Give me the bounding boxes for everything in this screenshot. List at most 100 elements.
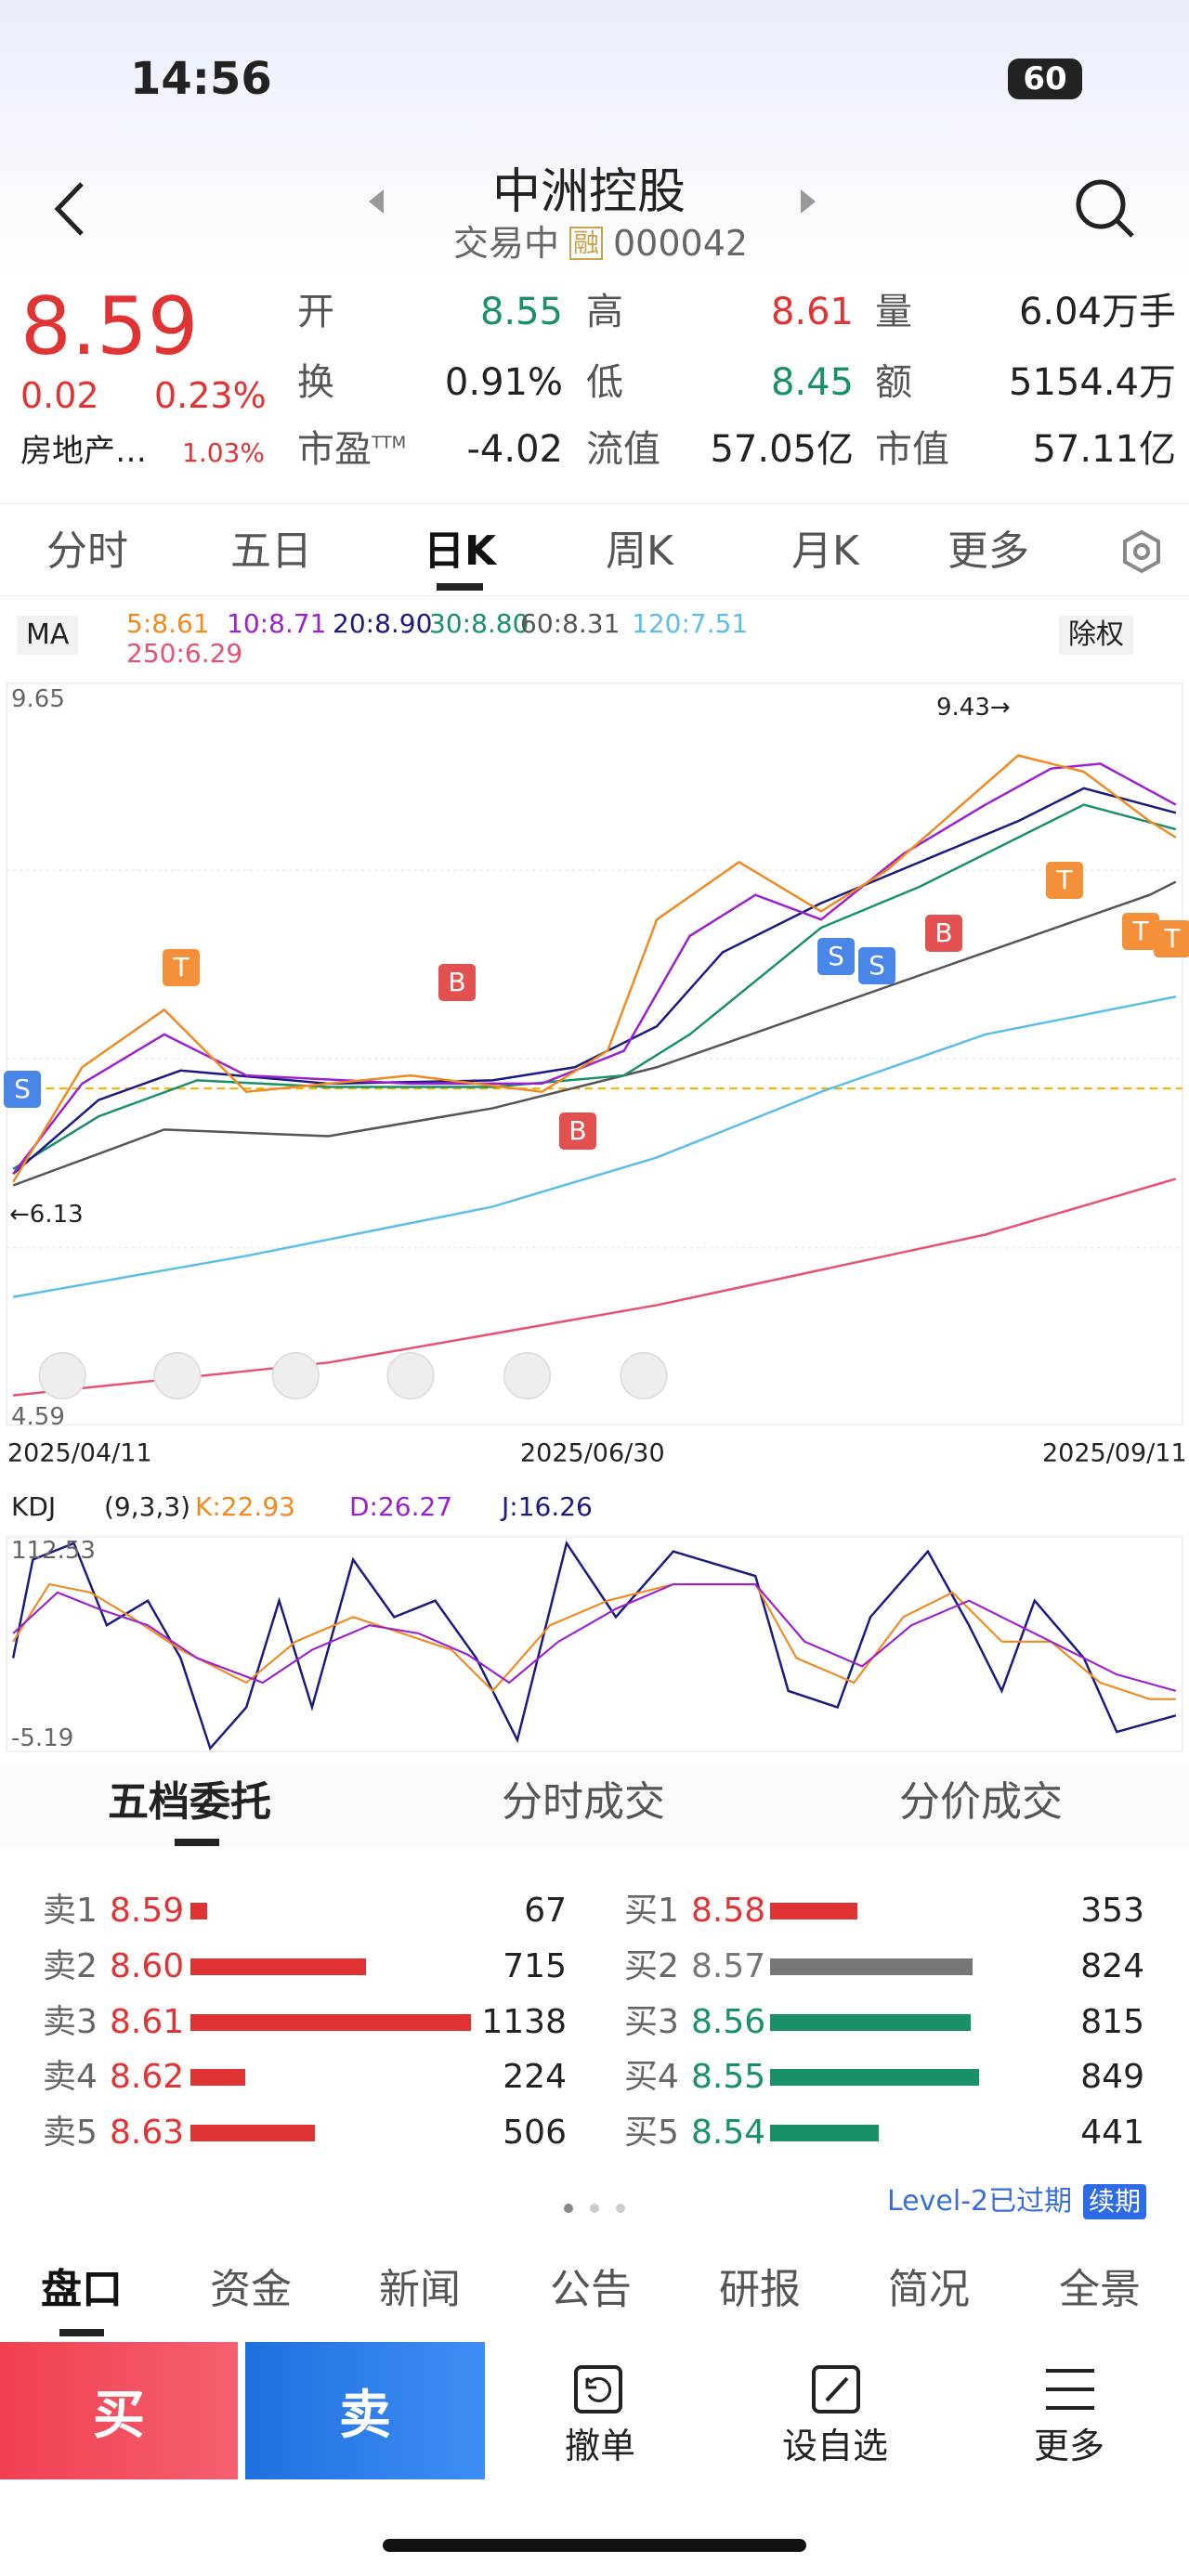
kdj-chart	[6, 1535, 1183, 1753]
stat-value: 57.11亿	[1032, 428, 1176, 471]
stat-value: 6.04万手	[1018, 291, 1176, 333]
ob-volume: 224	[503, 2058, 567, 2096]
ob-volume: 815	[1080, 2003, 1144, 2041]
volume-bar	[770, 2125, 879, 2141]
tab[interactable]: 周K	[606, 527, 673, 575]
tab-indicator	[437, 583, 483, 591]
ob-label: 卖3	[43, 2003, 98, 2041]
signal-marker: T	[1154, 920, 1189, 957]
ob-price: 8.61	[110, 2003, 185, 2041]
ob-volume: 441	[1080, 2114, 1144, 2152]
date-mid: 2025/06/30	[520, 1438, 665, 1468]
ob-price: 8.57	[691, 1947, 766, 1985]
back-icon[interactable]	[46, 176, 93, 241]
sell-button[interactable]: 卖	[245, 2342, 485, 2479]
ob-volume: 506	[503, 2114, 567, 2152]
bottom-tab[interactable]: 全景	[1059, 2266, 1141, 2313]
kdj-k: K:22.93	[195, 1491, 295, 1522]
ob-label: 买4	[624, 2058, 679, 2096]
search-icon[interactable]	[1073, 176, 1138, 241]
ob-price: 8.55	[691, 2058, 766, 2096]
tab[interactable]: 月K	[791, 527, 859, 575]
kline-chart	[6, 682, 1183, 1426]
stat-value: -4.02	[466, 428, 564, 471]
volume-bar	[770, 1958, 973, 1975]
ob-price: 8.60	[110, 1947, 185, 1985]
adjust[interactable]: 除权	[1059, 616, 1133, 655]
tab[interactable]: 分时	[46, 527, 128, 575]
ob-tab[interactable]: 分价成交	[899, 1778, 1063, 1826]
ob-volume: 715	[503, 1947, 567, 1985]
date-start: 2025/04/11	[7, 1438, 152, 1468]
header-bg	[0, 0, 1189, 279]
price: 8.59	[20, 280, 199, 373]
cancel-order[interactable]: 撤单	[565, 2426, 636, 2466]
signal-marker: B	[438, 964, 476, 1001]
more[interactable]: 更多	[1034, 2426, 1105, 2466]
ma-item: 10:8.71	[227, 608, 327, 639]
bottom-tab[interactable]: 简况	[888, 2266, 970, 2313]
btab-indicator	[59, 2329, 104, 2336]
stat-value: 57.05亿	[710, 428, 854, 471]
stat-label: 开	[297, 291, 334, 333]
ob-tab[interactable]: 分时成交	[502, 1778, 665, 1826]
settings-icon[interactable]	[1119, 529, 1164, 574]
axis-bottom: 4.59	[11, 1403, 65, 1431]
tab-bar	[0, 503, 1189, 596]
level2: Level-2已过期	[887, 2185, 1073, 2218]
ma-item: 30:8.80	[429, 608, 529, 639]
ob-price: 8.58	[691, 1892, 766, 1930]
kdj-name[interactable]: KDJ	[11, 1491, 57, 1522]
ob-label: 买1	[624, 1892, 679, 1930]
bottom-tab[interactable]: 公告	[550, 2266, 632, 2313]
ob-label: 买5	[624, 2114, 679, 2152]
volume-bar	[190, 2125, 316, 2141]
more-icon	[1046, 2369, 1094, 2410]
axis-top: 9.65	[11, 685, 65, 713]
ob-label: 卖1	[43, 1892, 98, 1930]
ob-price: 8.56	[691, 2003, 766, 2041]
indicator[interactable]: MA	[17, 616, 79, 655]
volume-bar	[190, 1958, 367, 1975]
signal-marker: T	[1122, 913, 1159, 950]
volume-bar	[190, 2069, 246, 2086]
tab[interactable]: 五日	[230, 527, 312, 575]
bottom-tab[interactable]: 盘口	[41, 2266, 123, 2313]
home-indicator	[383, 2539, 806, 2552]
stat-value: 8.61	[770, 291, 854, 333]
stat-label: 市值	[875, 428, 949, 471]
kdj-d: D:26.27	[349, 1491, 453, 1522]
date-end: 2025/09/11	[1042, 1438, 1187, 1468]
ob-volume: 824	[1080, 1947, 1144, 1985]
bottom-tab[interactable]: 研报	[719, 2266, 801, 2313]
stat-label: 低	[586, 361, 623, 404]
code: 000042	[613, 223, 749, 264]
bottom-tab[interactable]: 资金	[210, 2266, 292, 2313]
prev-icon[interactable]	[367, 188, 385, 215]
watch-icon	[812, 2365, 860, 2413]
stat-value: 0.91%	[444, 361, 563, 404]
stat-value: 8.55	[479, 291, 563, 333]
kdj-top: 112.53	[11, 1537, 96, 1565]
stat-label: 换	[297, 361, 334, 404]
ob-price: 8.63	[110, 2114, 185, 2152]
ob-indicator	[175, 1839, 219, 1846]
renew[interactable]: 续期	[1083, 2184, 1147, 2219]
add-watch[interactable]: 设自选	[782, 2426, 889, 2466]
tab[interactable]: 日K	[424, 527, 497, 575]
tab[interactable]: 更多	[947, 527, 1029, 575]
stat-label: 额	[875, 361, 912, 404]
pager	[564, 2204, 625, 2213]
ob-label: 买3	[624, 2003, 679, 2041]
volume-bar	[770, 1903, 857, 1919]
signal-marker: T	[163, 949, 200, 986]
buy-button[interactable]: 买	[0, 2342, 238, 2479]
bottom-tab[interactable]: 新闻	[379, 2266, 461, 2313]
ob-tab[interactable]: 五档委托	[108, 1778, 271, 1826]
change: 0.02	[20, 375, 99, 416]
stat-label: 市盈TTM	[297, 428, 407, 471]
ma-item: 20:8.90	[333, 608, 433, 639]
next-icon[interactable]	[799, 188, 817, 215]
signal-marker: S	[4, 1071, 41, 1108]
ob-volume: 849	[1080, 2058, 1144, 2096]
